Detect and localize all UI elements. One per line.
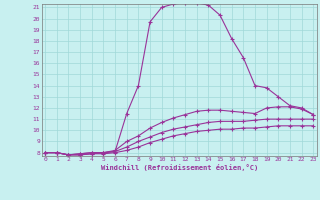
X-axis label: Windchill (Refroidissement éolien,°C): Windchill (Refroidissement éolien,°C)	[100, 164, 258, 171]
